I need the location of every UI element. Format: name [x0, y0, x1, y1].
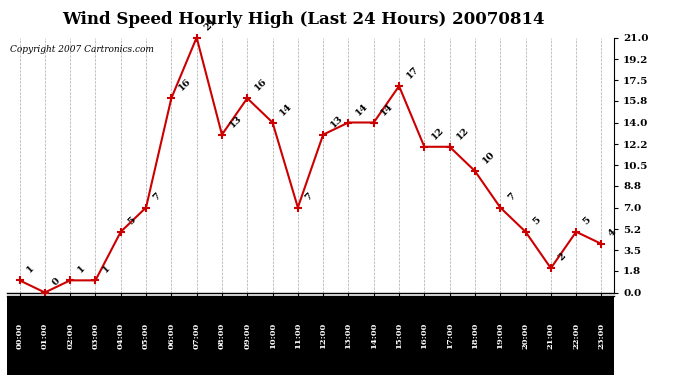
Text: 01:00: 01:00: [41, 322, 49, 349]
Text: 04:00: 04:00: [117, 322, 125, 349]
Text: 1: 1: [25, 264, 36, 275]
Text: 5: 5: [531, 215, 542, 226]
Text: 14:00: 14:00: [370, 322, 377, 349]
Text: 06:00: 06:00: [168, 322, 175, 349]
Text: 4: 4: [607, 227, 618, 238]
Text: 14: 14: [278, 101, 294, 117]
Text: 7: 7: [304, 191, 315, 202]
Text: 1: 1: [101, 264, 112, 275]
Text: 08:00: 08:00: [218, 322, 226, 349]
Text: 14: 14: [354, 101, 370, 117]
Text: 13:00: 13:00: [344, 322, 353, 349]
Text: 21:00: 21:00: [547, 322, 555, 349]
Text: 17: 17: [404, 65, 420, 81]
Text: 5: 5: [126, 215, 137, 226]
Text: Copyright 2007 Cartronics.com: Copyright 2007 Cartronics.com: [10, 45, 154, 54]
Text: 13: 13: [228, 113, 244, 129]
Text: 1: 1: [76, 264, 87, 275]
Text: 7: 7: [152, 191, 163, 202]
Text: 22:00: 22:00: [572, 322, 580, 349]
Text: 00:00: 00:00: [16, 322, 23, 349]
Text: 5: 5: [582, 215, 593, 226]
Text: 0: 0: [50, 276, 61, 287]
Text: 15:00: 15:00: [395, 322, 403, 349]
Text: 19:00: 19:00: [496, 322, 504, 349]
Text: Wind Speed Hourly High (Last 24 Hours) 20070814: Wind Speed Hourly High (Last 24 Hours) 2…: [62, 11, 545, 28]
Text: 21: 21: [202, 16, 218, 32]
Text: 16:00: 16:00: [420, 322, 428, 349]
Text: 2: 2: [556, 252, 568, 262]
Text: 16: 16: [253, 77, 268, 93]
Text: 02:00: 02:00: [66, 322, 74, 349]
Text: 07:00: 07:00: [193, 322, 201, 349]
Text: 17:00: 17:00: [446, 322, 453, 349]
Text: 7: 7: [506, 191, 517, 202]
Text: 10:00: 10:00: [268, 322, 277, 349]
Text: 05:00: 05:00: [142, 322, 150, 349]
Text: 12:00: 12:00: [319, 322, 327, 349]
Text: 23:00: 23:00: [598, 322, 605, 349]
Text: 12: 12: [455, 125, 471, 141]
Text: 13: 13: [328, 113, 344, 129]
Text: 10: 10: [480, 150, 496, 165]
Text: 20:00: 20:00: [522, 322, 529, 349]
Text: 09:00: 09:00: [244, 322, 251, 349]
Text: 03:00: 03:00: [92, 322, 99, 349]
Text: 16: 16: [177, 77, 193, 93]
Text: 12: 12: [430, 125, 446, 141]
Text: 14: 14: [380, 101, 395, 117]
Text: 18:00: 18:00: [471, 322, 479, 349]
Text: 11:00: 11:00: [294, 322, 302, 349]
